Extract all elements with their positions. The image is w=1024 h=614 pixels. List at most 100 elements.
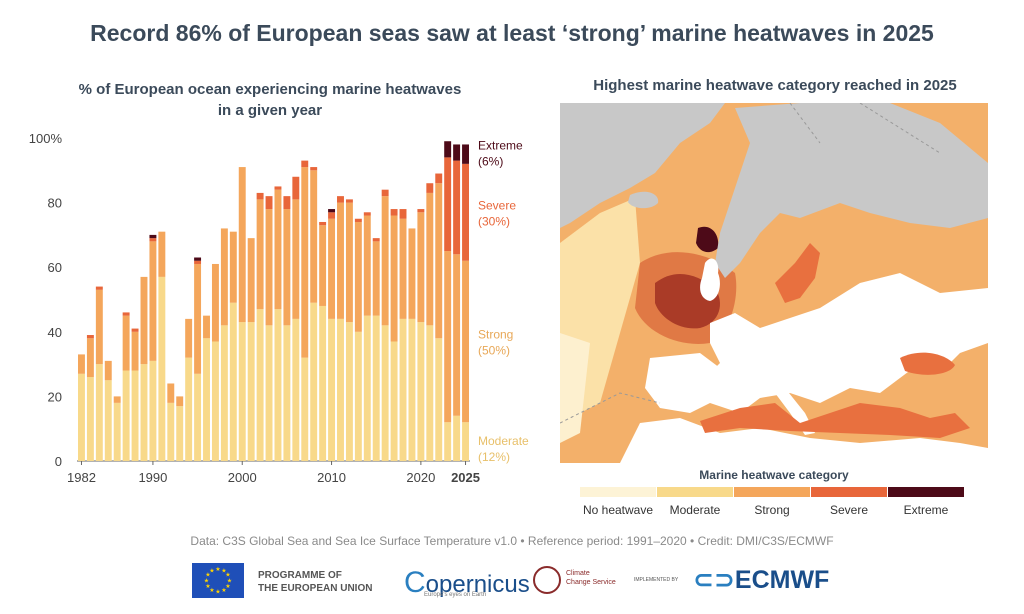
bar-segment-strong bbox=[283, 209, 291, 326]
bar-segment-strong bbox=[354, 221, 362, 332]
bar-segment-moderate bbox=[408, 318, 416, 461]
svg-text:★: ★ bbox=[215, 566, 220, 573]
x-tick-label: 1982 bbox=[67, 470, 96, 485]
bar-segment-strong bbox=[435, 183, 443, 339]
norway-sea-extreme bbox=[696, 226, 719, 253]
bar-segment-moderate bbox=[319, 305, 327, 461]
bar-segment-strong bbox=[203, 315, 210, 339]
bar-segment-extreme bbox=[453, 144, 461, 161]
c3s-logo-icon bbox=[533, 566, 561, 594]
bar-segment-severe bbox=[292, 176, 300, 200]
africa-land bbox=[620, 418, 988, 463]
bar-segment-moderate bbox=[390, 341, 398, 461]
bar-segment-strong bbox=[220, 228, 228, 326]
c3s-text: Climate Change Service bbox=[566, 569, 616, 587]
bar-segment-strong bbox=[301, 167, 309, 358]
legend-swatch bbox=[888, 487, 964, 497]
bar-segment-severe bbox=[417, 209, 425, 213]
bar-segment-strong bbox=[274, 189, 282, 310]
eu-flag-logo: ★ ★ ★ ★ ★ ★ ★ ★ ★ ★ ★ ★ bbox=[192, 563, 244, 598]
bar-segment-moderate bbox=[337, 318, 344, 461]
bar-segment-moderate bbox=[194, 373, 202, 461]
annotation-label: Strong bbox=[478, 327, 513, 341]
svg-text:★: ★ bbox=[227, 578, 232, 585]
bar-segment-extreme bbox=[444, 141, 452, 158]
bar-segment-strong bbox=[122, 315, 130, 371]
bar-segment-moderate bbox=[310, 302, 318, 461]
annotation-value: (30%) bbox=[478, 214, 510, 228]
eu-line1: PROGRAMME OF bbox=[258, 570, 342, 581]
bar-segment-moderate bbox=[78, 373, 85, 461]
bar-segment-strong bbox=[167, 383, 175, 403]
y-tick-label: 0 bbox=[55, 454, 62, 469]
bar-segment-severe bbox=[131, 328, 139, 332]
bar-segment-severe bbox=[256, 192, 264, 200]
scandinavia-land bbox=[715, 103, 988, 278]
legend-label: Severe bbox=[829, 503, 869, 517]
eu-stars-icon: ★ ★★ ★★★ ★★★ ★★★ bbox=[204, 566, 232, 596]
bar-segment-strong bbox=[238, 167, 246, 323]
bar-segment-moderate bbox=[185, 357, 193, 461]
chart-title-line1: % of European ocean experiencing marine … bbox=[78, 81, 462, 98]
ecmwf-swirl-icon: ⊂⊃ bbox=[693, 566, 735, 594]
bar-segment-strong bbox=[372, 241, 380, 316]
mediterranean-sea bbox=[700, 403, 970, 438]
c3s-line2: Change Service bbox=[566, 579, 616, 586]
bar-segment-moderate bbox=[86, 377, 94, 461]
map-legend-title: Marine heatwave category bbox=[699, 468, 849, 482]
bar-segment-moderate bbox=[345, 322, 353, 461]
svg-text:★: ★ bbox=[215, 589, 220, 596]
bar-segment-strong bbox=[462, 260, 469, 423]
chart-title-line2: in a given year bbox=[217, 102, 323, 119]
bar-segment-severe bbox=[301, 160, 309, 168]
y-tick-label: 80 bbox=[48, 196, 62, 211]
bar-segment-strong bbox=[426, 192, 434, 326]
baltic-sea bbox=[775, 243, 820, 303]
legend-swatch bbox=[657, 487, 733, 497]
x-tick-label: 1990 bbox=[138, 470, 167, 485]
legend-label: Moderate bbox=[669, 503, 721, 517]
bar-segment-severe bbox=[354, 218, 362, 222]
y-tick-label: 20 bbox=[48, 389, 62, 404]
copernicus-logo: Copernicus bbox=[404, 566, 530, 600]
svg-text:★: ★ bbox=[209, 568, 214, 575]
bar-segment-moderate bbox=[462, 422, 469, 461]
bar-segment-strong bbox=[328, 218, 336, 319]
bar-segment-strong bbox=[140, 276, 148, 365]
black-sea bbox=[900, 352, 955, 375]
uk-land bbox=[700, 258, 720, 301]
bar-segment-severe bbox=[95, 286, 103, 290]
svg-text:★: ★ bbox=[205, 572, 210, 579]
bar-segment-severe bbox=[462, 163, 469, 261]
bar-segment-strong bbox=[292, 199, 300, 319]
bar-segment-strong bbox=[363, 215, 371, 316]
svg-text:★: ★ bbox=[205, 583, 210, 590]
bar-segment-moderate bbox=[283, 325, 291, 461]
bar-segment-severe bbox=[310, 167, 318, 171]
svg-text:★: ★ bbox=[225, 583, 230, 590]
copernicus-subtitle: Europe's eyes on Earth bbox=[424, 592, 487, 598]
bar-segment-severe bbox=[381, 189, 389, 197]
bar-segment-moderate bbox=[131, 370, 139, 461]
bar-segment-moderate bbox=[256, 309, 264, 461]
y-tick-label: 60 bbox=[48, 260, 62, 275]
bar-segment-strong bbox=[345, 202, 353, 323]
bar-segment-severe bbox=[194, 260, 202, 264]
bar-segment-strong bbox=[104, 360, 112, 381]
bar-segment-strong bbox=[381, 196, 389, 326]
bar-segment-moderate bbox=[203, 338, 210, 461]
bar-segment-severe bbox=[399, 209, 407, 219]
bar-segment-strong bbox=[86, 338, 94, 378]
bar-segment-extreme bbox=[462, 144, 469, 164]
bar-segment-strong bbox=[444, 251, 452, 423]
bar-segment-moderate bbox=[399, 318, 407, 461]
copernicus-text: opernicus bbox=[425, 571, 530, 598]
bar-segment-strong bbox=[185, 318, 193, 358]
bar-segment-strong bbox=[310, 170, 318, 303]
annotation-label: Severe bbox=[478, 198, 516, 212]
svg-text:★: ★ bbox=[221, 568, 226, 575]
bar-segment-severe bbox=[337, 196, 344, 203]
map-title: Highest marine heatwave category reached… bbox=[593, 77, 957, 94]
bar-segment-moderate bbox=[265, 325, 273, 461]
bar-segment-moderate bbox=[95, 364, 103, 461]
